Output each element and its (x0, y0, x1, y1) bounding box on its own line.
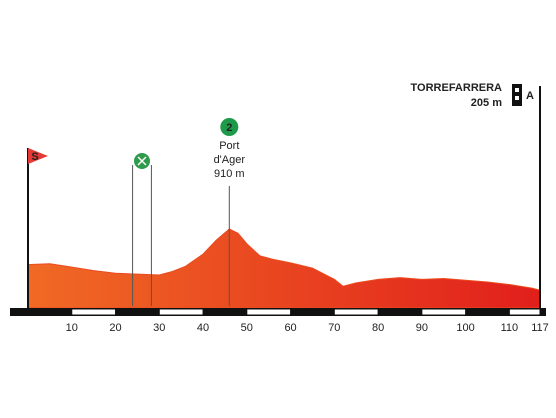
climb-name: d'Ager (214, 154, 246, 166)
x-tick-label: 90 (416, 322, 428, 334)
climb-badge (220, 118, 239, 136)
finish-flag-check (515, 88, 519, 92)
axis-bar-light (334, 309, 379, 315)
finish-elevation: 205 m (471, 97, 502, 109)
feed-icon-cross (137, 156, 147, 166)
climb-name: Port (219, 140, 239, 152)
climb-elevation: 910 m (214, 168, 245, 180)
x-tick-label: 20 (109, 322, 121, 334)
x-tick-label: 80 (372, 322, 384, 334)
axis-bar-light (509, 309, 540, 315)
x-tick-label: 60 (284, 322, 296, 334)
x-tick-label: 40 (197, 322, 209, 334)
finish-label: A (526, 90, 534, 102)
finish-flag (512, 84, 522, 106)
axis-bar-light (246, 309, 291, 315)
x-tick-label: 100 (456, 322, 474, 334)
climb-category: 2 (226, 122, 232, 134)
elevation-area (27, 228, 541, 309)
start-label: S (31, 151, 38, 163)
x-tick-label: 50 (241, 322, 253, 334)
x-tick-label: 10 (66, 322, 78, 334)
x-tick-label: 110 (501, 322, 519, 334)
x-tick-label: 117 (531, 322, 549, 334)
x-tick-label: 70 (328, 322, 340, 334)
axis-bar-light (421, 309, 466, 315)
finish-name: TORREFARRERA (411, 82, 503, 94)
finish-flag-check (515, 96, 519, 100)
axis-bar-light (159, 309, 204, 315)
x-tick-label: 30 (153, 322, 165, 334)
start-flag (28, 148, 48, 164)
axis-bar-light (71, 309, 116, 315)
